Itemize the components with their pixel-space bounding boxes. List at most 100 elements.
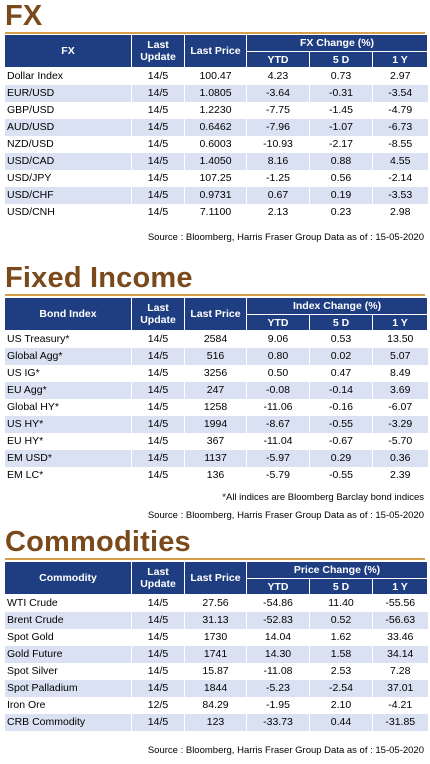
header-1y: 1 Y (371, 578, 429, 595)
row-last-price: 516 (184, 348, 247, 365)
header-last-update: Last Update (131, 561, 185, 595)
row-last-price: 31.13 (184, 612, 247, 629)
row-name: EUR/USD (4, 85, 132, 102)
row-last-price: 0.6462 (184, 119, 247, 136)
row-ytd: -5.79 (246, 467, 310, 484)
row-last-price: 15.87 (184, 663, 247, 680)
row-last-update: 14/5 (131, 399, 185, 416)
row-1y: 34.14 (371, 646, 428, 663)
row-1y: -6.07 (371, 399, 428, 416)
row-name: Brent Crude (4, 612, 132, 629)
row-ytd: 8.16 (246, 153, 310, 170)
header-last-update-line1: Last (147, 566, 169, 578)
fixed-income-title-rule (5, 294, 425, 296)
row-name: CRB Commodity (4, 714, 132, 731)
row-ytd: -11.04 (246, 433, 310, 450)
row-name: Dollar Index (4, 67, 132, 85)
table-row: USD/CAD 14/5 1.4050 8.16 0.88 4.55 (4, 153, 428, 170)
row-ytd: -8.67 (246, 416, 310, 433)
table-row: USD/CNH 14/5 7.1100 2.13 0.23 2.98 (4, 204, 428, 221)
row-1y: 8.49 (371, 365, 428, 382)
row-1y: -2.14 (372, 170, 428, 187)
header-name: FX (4, 34, 132, 68)
row-name: US HY* (4, 416, 132, 433)
row-last-update: 14/5 (131, 433, 185, 450)
row-name: Gold Future (4, 646, 132, 663)
row-5d: -2.17 (309, 136, 373, 153)
table-row: EM LC* 14/5 136 -5.79 -0.55 2.39 (4, 467, 428, 484)
row-last-price: 1.4050 (184, 153, 247, 170)
row-last-price: 1137 (184, 450, 247, 467)
row-name: NZD/USD (4, 136, 132, 153)
row-ytd: -7.75 (246, 102, 310, 119)
header-last-update-line2: Update (140, 314, 176, 326)
table-row: EM USD* 14/5 1137 -5.97 0.29 0.36 (4, 450, 428, 467)
row-last-update: 14/5 (131, 67, 185, 85)
row-1y: 37.01 (371, 680, 428, 697)
row-name: USD/CAD (4, 153, 132, 170)
row-last-price: 7.1100 (184, 204, 247, 221)
row-last-price: 1741 (184, 646, 247, 663)
row-name: Iron Ore (4, 697, 132, 714)
row-last-update: 14/5 (131, 365, 185, 382)
row-last-update: 14/5 (131, 170, 185, 187)
header-name: Commodity (4, 561, 132, 595)
row-ytd: 0.67 (246, 187, 310, 204)
header-ytd: YTD (246, 578, 310, 595)
row-name: Spot Palladium (4, 680, 132, 697)
table-row: Gold Future 14/5 1741 14.30 1.58 34.14 (4, 646, 428, 663)
row-1y: -3.54 (372, 85, 428, 102)
row-last-update: 14/5 (131, 382, 185, 399)
row-ytd: -1.95 (246, 697, 310, 714)
header-last-price: Last Price (184, 561, 247, 595)
row-name: EU HY* (4, 433, 132, 450)
row-last-price: 0.9731 (184, 187, 247, 204)
row-5d: -2.54 (309, 680, 373, 697)
row-last-price: 27.56 (184, 594, 247, 612)
fx-title-rule (5, 32, 425, 34)
row-1y: 2.39 (371, 467, 428, 484)
row-5d: 0.19 (309, 187, 373, 204)
row-ytd: -1.25 (246, 170, 310, 187)
fx-title: FX (5, 0, 43, 32)
row-1y: -6.73 (372, 119, 428, 136)
fixed-income-title: Fixed Income (5, 262, 193, 294)
row-last-price: 1.0805 (184, 85, 247, 102)
header-change-group: Price Change (%) (245, 561, 429, 579)
header-1y: 1 Y (372, 51, 428, 68)
table-row: Brent Crude 14/5 31.13 -52.83 0.52 -56.63 (4, 612, 428, 629)
row-name: Spot Gold (4, 629, 132, 646)
table-row: Spot Palladium 14/5 1844 -5.23 -2.54 37.01 (4, 680, 428, 697)
table-row: Spot Gold 14/5 1730 14.04 1.62 33.46 (4, 629, 428, 646)
row-last-price: 100.47 (184, 67, 247, 85)
row-ytd: -5.23 (246, 680, 310, 697)
row-5d: 0.53 (309, 330, 373, 348)
fixed-income-source: Source : Bloomberg, Harris Fraser Group … (147, 510, 424, 521)
row-name: Spot Silver (4, 663, 132, 680)
row-ytd: -7.96 (246, 119, 310, 136)
row-last-update: 14/5 (131, 467, 185, 484)
table-row: USD/JPY 14/5 107.25 -1.25 0.56 -2.14 (4, 170, 428, 187)
row-1y: 13.50 (371, 330, 428, 348)
row-last-price: 247 (184, 382, 247, 399)
row-1y: -31.85 (371, 714, 428, 731)
row-last-price: 1844 (184, 680, 247, 697)
row-last-update: 14/5 (131, 680, 185, 697)
row-1y: -55.56 (371, 594, 428, 612)
row-5d: -0.16 (309, 399, 373, 416)
row-5d: 0.52 (309, 612, 373, 629)
row-last-price: 84.29 (184, 697, 247, 714)
table-row: USD/CHF 14/5 0.9731 0.67 0.19 -3.53 (4, 187, 428, 204)
row-name: US IG* (4, 365, 132, 382)
fixed-income-table: Bond Index Last Update Last Price Index Chan… (4, 297, 429, 484)
row-last-price: 1730 (184, 629, 247, 646)
table-row: NZD/USD 14/5 0.6003 -10.93 -2.17 -8.55 (4, 136, 428, 153)
row-last-update: 14/5 (131, 594, 185, 612)
header-last-update-line2: Update (140, 578, 176, 590)
row-last-update: 14/5 (131, 119, 185, 136)
table-row: AUD/USD 14/5 0.6462 -7.96 -1.07 -6.73 (4, 119, 428, 136)
row-1y: 0.36 (371, 450, 428, 467)
row-name: Global HY* (4, 399, 132, 416)
row-last-price: 1258 (184, 399, 247, 416)
row-1y: -3.29 (371, 416, 428, 433)
